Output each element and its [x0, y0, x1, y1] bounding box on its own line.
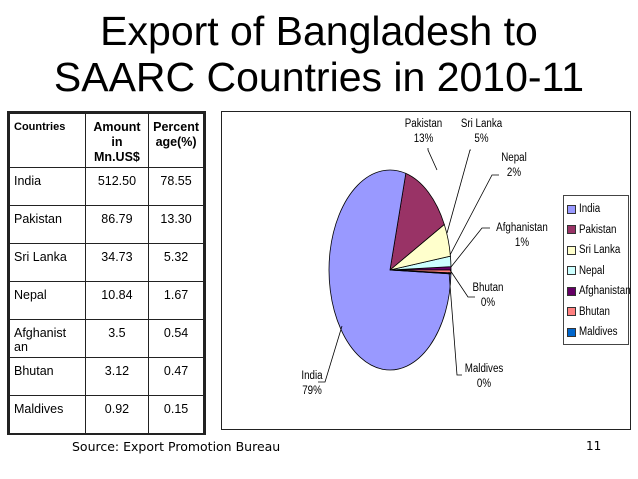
- table-row: Sri Lanka 34.73 5.32: [9, 243, 204, 282]
- cell-percent: 0.15: [148, 395, 204, 434]
- table-row: Maldives 0.92 0.15: [9, 395, 204, 434]
- export-table: Countries Amount in Mn.US$ Percent age(%…: [7, 111, 206, 435]
- legend-swatch-sri-lanka: [567, 245, 576, 255]
- pie-slice-maldives: [389, 269, 452, 275]
- cell-country: India: [9, 167, 86, 206]
- cell-percent: 1.67: [148, 281, 204, 320]
- pie-slices: [328, 169, 452, 371]
- legend-swatch-maldives: [567, 327, 576, 337]
- legend-swatch-bhutan: [567, 307, 576, 317]
- legend-item-maldives: Maldives: [567, 322, 628, 343]
- cell-amount: 512.50: [84, 167, 150, 206]
- cell-percent: 5.32: [148, 243, 204, 282]
- legend-item-sri-lanka: Sri Lanka: [567, 240, 628, 261]
- table-row: Pakistan 86.79 13.30: [9, 205, 204, 244]
- cell-percent: 0.54: [148, 319, 204, 358]
- header-countries: Countries: [9, 113, 86, 168]
- cell-amount: 0.92: [84, 395, 150, 434]
- label-sri-lanka: Sri Lanka 5%: [460, 118, 503, 145]
- legend-swatch-afghanistan: [567, 286, 576, 296]
- table-row: Nepal 10.84 1.67: [9, 281, 204, 320]
- table-header-row: Countries Amount in Mn.US$ Percent age(%…: [9, 113, 204, 168]
- cell-country: Bhutan: [9, 357, 86, 396]
- label-bhutan: Bhutan 0%: [472, 282, 504, 309]
- cell-amount: 10.84: [84, 281, 150, 320]
- label-maldives: Maldives 0%: [464, 363, 504, 390]
- table-row: Bhutan 3.12 0.47: [9, 357, 204, 396]
- legend-item-bhutan: Bhutan: [567, 302, 628, 323]
- header-percent: Percent age(%): [148, 113, 204, 168]
- cell-country: Sri Lanka: [9, 243, 86, 282]
- source-note: Source: Export Promotion Bureau: [72, 439, 281, 454]
- label-nepal: Nepal 2%: [501, 152, 527, 179]
- title-line-2: SAARC Countries in 2010-11: [53, 54, 585, 100]
- cell-percent: 0.47: [148, 357, 204, 396]
- page-number: 11: [586, 439, 602, 453]
- header-amount: Amount in Mn.US$: [84, 113, 150, 168]
- legend-item-pakistan: Pakistan: [567, 220, 628, 241]
- slide-title: Export of Bangladesh to SAARC Countries …: [0, 8, 638, 100]
- legend-swatch-india: [567, 204, 576, 214]
- cell-percent: 78.55: [148, 167, 204, 206]
- cell-amount: 86.79: [84, 205, 150, 244]
- table-row: India 512.50 78.55: [9, 167, 204, 206]
- label-afghanistan: Afghanistan 1%: [496, 222, 548, 249]
- title-line-1: Export of Bangladesh to: [100, 8, 538, 54]
- cell-country: Maldives: [9, 395, 86, 434]
- legend-swatch-nepal: [567, 266, 576, 276]
- pie-chart-area: [221, 111, 631, 430]
- cell-country: Afghanist an: [9, 319, 86, 358]
- legend-item-india: India: [567, 199, 628, 220]
- cell-amount: 3.12: [84, 357, 150, 396]
- leader-lines: [318, 148, 499, 383]
- label-india: India 79%: [301, 370, 323, 397]
- legend-item-afghanistan: Afghanistan: [567, 281, 631, 302]
- pie-slice-pakistan: [389, 172, 445, 271]
- legend-item-nepal: Nepal: [567, 261, 628, 282]
- table-row: Afghanist an 3.5 0.54: [9, 319, 204, 358]
- legend-swatch-pakistan: [567, 225, 576, 235]
- chart-legend: India Pakistan Sri Lanka Nepal Afghanist…: [563, 195, 631, 345]
- label-pakistan: Pakistan 13%: [404, 118, 443, 145]
- cell-amount: 34.73: [84, 243, 150, 282]
